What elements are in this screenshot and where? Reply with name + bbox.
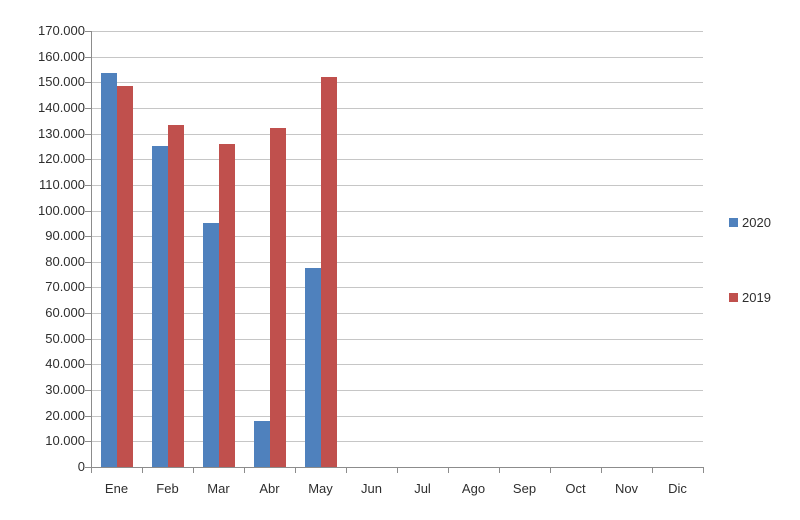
y-axis-tick-label: 70.000 xyxy=(45,279,85,294)
x-axis-tick-mark xyxy=(499,468,500,473)
y-axis-tick-label: 40.000 xyxy=(45,356,85,371)
gridline xyxy=(91,159,703,160)
x-axis-category-label: Feb xyxy=(156,481,179,496)
gridline xyxy=(91,262,703,263)
x-axis-tick-mark xyxy=(244,468,245,473)
bar-2020-abr xyxy=(254,421,270,467)
bar-2019-feb xyxy=(168,125,184,467)
y-axis-tick-label: 30.000 xyxy=(45,382,85,397)
legend-item-2019: 2019 xyxy=(729,290,771,305)
legend-item-2020: 2020 xyxy=(729,215,771,230)
y-axis-line xyxy=(91,31,92,468)
y-axis-tick-mark xyxy=(85,134,91,135)
bar-2019-may xyxy=(321,77,337,467)
gridline xyxy=(91,134,703,135)
x-axis-tick-mark xyxy=(91,468,92,473)
x-axis-tick-mark xyxy=(346,468,347,473)
y-axis-tick-label: 50.000 xyxy=(45,331,85,346)
bar-2020-feb xyxy=(152,146,168,467)
x-axis-tick-mark xyxy=(601,468,602,473)
gridline xyxy=(91,236,703,237)
gridline xyxy=(91,108,703,109)
x-axis-tick-mark xyxy=(703,468,704,473)
x-axis-tick-mark xyxy=(295,468,296,473)
legend-swatch-2019 xyxy=(729,293,738,302)
bar-2020-mar xyxy=(203,223,219,467)
gridline xyxy=(91,57,703,58)
x-axis-category-label: Sep xyxy=(512,481,537,496)
y-axis-tick-mark xyxy=(85,313,91,314)
x-axis-category-label: Jul xyxy=(414,481,431,496)
gridline xyxy=(91,313,703,314)
gridline xyxy=(91,416,703,417)
y-axis-tick-mark xyxy=(85,31,91,32)
bar-2020-may xyxy=(305,268,321,467)
y-axis-tick-label: 110.000 xyxy=(38,177,85,192)
x-axis-tick-mark xyxy=(142,468,143,473)
y-axis-tick-mark xyxy=(85,185,91,186)
y-axis-tick-mark xyxy=(85,364,91,365)
x-axis-tick-mark xyxy=(448,468,449,473)
x-axis-tick-mark xyxy=(397,468,398,473)
y-axis-tick-label: 130.000 xyxy=(38,126,85,141)
y-axis-tick-label: 90.000 xyxy=(45,228,85,243)
x-axis-category-label: May xyxy=(308,481,333,496)
x-axis-tick-mark xyxy=(193,468,194,473)
gridline xyxy=(91,287,703,288)
y-axis-tick-label: 120.000 xyxy=(38,151,85,166)
y-axis-tick-label: 0 xyxy=(77,459,85,474)
y-axis-tick-label: 170.000 xyxy=(38,23,85,38)
bar-2019-ene xyxy=(117,86,133,467)
x-axis-category-label: Abr xyxy=(259,481,280,496)
x-axis-category-label: Ene xyxy=(104,481,129,496)
bar-2019-abr xyxy=(270,128,286,467)
x-axis-tick-mark xyxy=(652,468,653,473)
gridline xyxy=(91,364,703,365)
bar-2020-ene xyxy=(101,73,117,467)
gridline xyxy=(91,339,703,340)
y-axis-tick-mark xyxy=(85,159,91,160)
legend-swatch-2020 xyxy=(729,218,738,227)
y-axis-tick-label: 20.000 xyxy=(45,408,85,423)
gridline xyxy=(91,82,703,83)
bar-2019-mar xyxy=(219,144,235,467)
legend-label: 2020 xyxy=(742,215,771,230)
y-axis-tick-label: 140.000 xyxy=(38,100,85,115)
y-axis-tick-mark xyxy=(85,287,91,288)
x-axis-category-label: Dic xyxy=(668,481,687,496)
x-axis-line xyxy=(91,467,704,468)
x-axis-category-label: Mar xyxy=(207,481,230,496)
y-axis-tick-label: 80.000 xyxy=(45,254,85,269)
y-axis-tick-label: 100.000 xyxy=(38,203,85,218)
y-axis-tick-mark xyxy=(85,467,91,468)
y-axis-tick-mark xyxy=(85,390,91,391)
x-axis-category-label: Jun xyxy=(361,481,382,496)
y-axis-tick-mark xyxy=(85,108,91,109)
y-axis-tick-mark xyxy=(85,416,91,417)
y-axis-tick-label: 150.000 xyxy=(38,74,85,89)
y-axis-tick-mark xyxy=(85,262,91,263)
y-axis-tick-mark xyxy=(85,57,91,58)
y-axis-tick-mark xyxy=(85,441,91,442)
gridline xyxy=(91,31,703,32)
legend-label: 2019 xyxy=(742,290,771,305)
x-axis-tick-mark xyxy=(550,468,551,473)
y-axis-tick-mark xyxy=(85,82,91,83)
gridline xyxy=(91,211,703,212)
x-axis-category-label: Ago xyxy=(461,481,486,496)
x-axis-category-label: Oct xyxy=(565,481,586,496)
y-axis-tick-mark xyxy=(85,236,91,237)
gridline xyxy=(91,185,703,186)
y-axis-tick-label: 10.000 xyxy=(45,433,85,448)
gridline xyxy=(91,441,703,442)
gridline xyxy=(91,390,703,391)
y-axis-tick-mark xyxy=(85,211,91,212)
y-axis-tick-label: 60.000 xyxy=(45,305,85,320)
y-axis-tick-label: 160.000 xyxy=(38,49,85,64)
x-axis-category-label: Nov xyxy=(614,481,639,496)
y-axis-tick-mark xyxy=(85,339,91,340)
